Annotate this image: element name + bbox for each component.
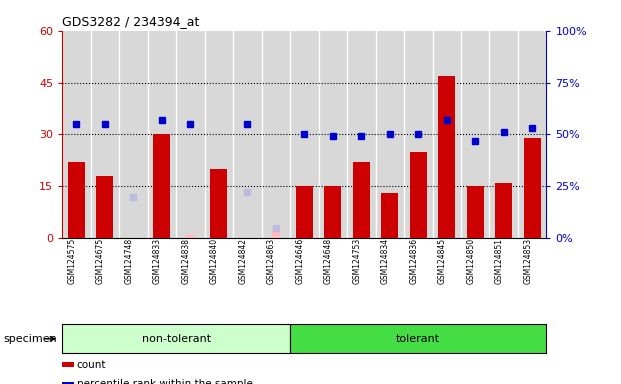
Text: GSM124836: GSM124836 (409, 238, 419, 284)
Text: GSM124838: GSM124838 (181, 238, 190, 284)
Bar (96, 176, 114, 238)
Bar (467, 186, 484, 238)
Text: GSM124648: GSM124648 (324, 238, 333, 284)
Bar (296, 186, 313, 238)
Text: non-tolerant: non-tolerant (142, 334, 211, 344)
Text: GSM124834: GSM124834 (381, 238, 390, 284)
Text: GSM124646: GSM124646 (296, 238, 304, 284)
Bar (62, 382, 74, 384)
Bar (438, 76, 455, 238)
Text: GSM124850: GSM124850 (466, 238, 475, 284)
Text: GSM124748: GSM124748 (124, 238, 134, 284)
Bar (211, 169, 227, 238)
Bar (381, 193, 398, 238)
Text: GSM124575: GSM124575 (67, 238, 76, 284)
Bar (290, 324, 546, 353)
Text: specimen: specimen (3, 334, 57, 344)
Bar (324, 186, 342, 238)
Text: GSM124833: GSM124833 (153, 238, 162, 284)
Bar (186, 235, 194, 238)
Text: GSM124675: GSM124675 (96, 238, 105, 284)
Text: GSM124840: GSM124840 (210, 238, 219, 284)
Text: count: count (76, 360, 106, 370)
Bar (524, 138, 541, 238)
Text: GDS3282 / 234394_at: GDS3282 / 234394_at (62, 15, 199, 28)
Bar (271, 230, 280, 238)
Bar (68, 162, 85, 238)
Text: percentile rank within the sample: percentile rank within the sample (76, 379, 253, 384)
Text: GSM124845: GSM124845 (438, 238, 446, 284)
Bar (495, 183, 512, 238)
Text: GSM124853: GSM124853 (524, 238, 532, 284)
Text: GSM124753: GSM124753 (352, 238, 361, 284)
Bar (153, 134, 170, 238)
Bar (353, 162, 370, 238)
Bar (410, 152, 427, 238)
Bar (62, 362, 74, 367)
Text: GSM124863: GSM124863 (267, 238, 276, 284)
Text: GSM124842: GSM124842 (238, 238, 247, 284)
Bar (62, 324, 290, 353)
Text: GSM124851: GSM124851 (495, 238, 504, 284)
Text: tolerant: tolerant (396, 334, 440, 344)
